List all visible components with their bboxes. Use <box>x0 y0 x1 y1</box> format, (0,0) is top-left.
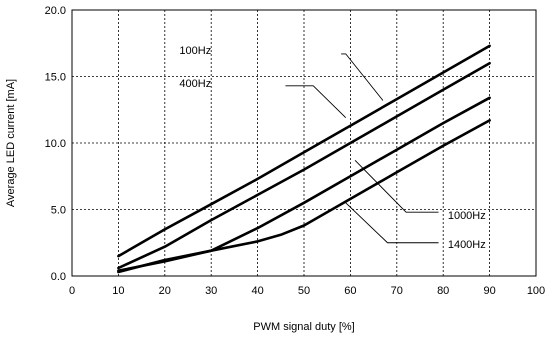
annotation-leader-1000hz <box>354 159 439 213</box>
x-tick-label: 60 <box>344 285 356 297</box>
annotation-label-400hz: 400Hz <box>179 78 211 90</box>
series-line-400hz <box>117 61 491 270</box>
x-tick-label: 20 <box>159 285 171 297</box>
y-tick-label: 10.0 <box>45 138 66 150</box>
grid-lines <box>72 10 536 276</box>
annotation-leader-400hz <box>285 85 347 119</box>
x-axis-label: PWM signal duty [%] <box>253 321 354 333</box>
series-line-1400hz <box>117 119 491 274</box>
x-tick-label: 90 <box>483 285 495 297</box>
x-tick-label: 100 <box>527 285 545 297</box>
series-annotations: 100Hz 400Hz 1000Hz 1400Hz <box>179 45 485 251</box>
x-tick-label: 80 <box>437 285 449 297</box>
x-tick-label: 10 <box>112 285 124 297</box>
annotation-leader-1400hz <box>345 202 439 244</box>
plot-frame <box>71 9 537 277</box>
x-tick-label: 40 <box>251 285 263 297</box>
y-tick-label: 20.0 <box>45 5 66 17</box>
annotation-label-1400hz: 1400Hz <box>448 239 486 251</box>
y-tick-label: 0.0 <box>51 271 66 283</box>
x-tick-label: 0 <box>69 285 75 297</box>
x-tick-label: 70 <box>391 285 403 297</box>
x-tick-label: 50 <box>298 285 310 297</box>
series-line-100hz <box>117 44 491 258</box>
annotation-leader-100hz <box>341 53 384 101</box>
y-tick-label: 5.0 <box>51 205 66 217</box>
y-tick-label: 15.0 <box>45 72 66 84</box>
y-axis-label: Average LED current [mA] <box>5 79 17 207</box>
x-tick-label: 30 <box>205 285 217 297</box>
series-lines <box>117 44 491 274</box>
annotation-label-1000hz: 1000Hz <box>448 210 486 222</box>
tick-labels: 0 10 20 30 40 50 60 70 80 90 100 0.0 5.0 10.0 15.0 20.0 <box>45 5 546 297</box>
annotation-label-100hz: 100Hz <box>179 45 211 57</box>
